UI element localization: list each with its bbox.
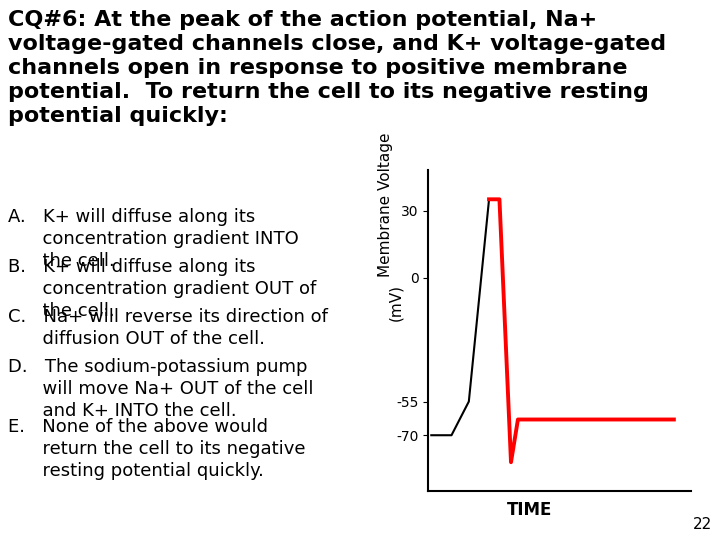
Text: (mV): (mV) — [389, 284, 403, 321]
Text: Membrane Voltage: Membrane Voltage — [378, 133, 392, 278]
Text: A.   K+ will diffuse along its
      concentration gradient INTO
      the cell.: A. K+ will diffuse along its concentrati… — [8, 208, 299, 271]
Text: TIME: TIME — [506, 501, 552, 519]
Text: E.   None of the above would
      return the cell to its negative
      resting: E. None of the above would return the ce… — [8, 418, 305, 481]
Text: C.   Na+ will reverse its direction of
      diffusion OUT of the cell.: C. Na+ will reverse its direction of dif… — [8, 308, 328, 348]
Text: B.   K+ will diffuse along its
      concentration gradient OUT of
      the cel: B. K+ will diffuse along its concentrati… — [8, 258, 316, 320]
Text: CQ#6: At the peak of the action potential, Na+
voltage-gated channels close, and: CQ#6: At the peak of the action potentia… — [8, 10, 666, 126]
Text: D.   The sodium-potassium pump
      will move Na+ OUT of the cell
      and K+ : D. The sodium-potassium pump will move N… — [8, 358, 313, 421]
Text: 22: 22 — [693, 517, 712, 532]
